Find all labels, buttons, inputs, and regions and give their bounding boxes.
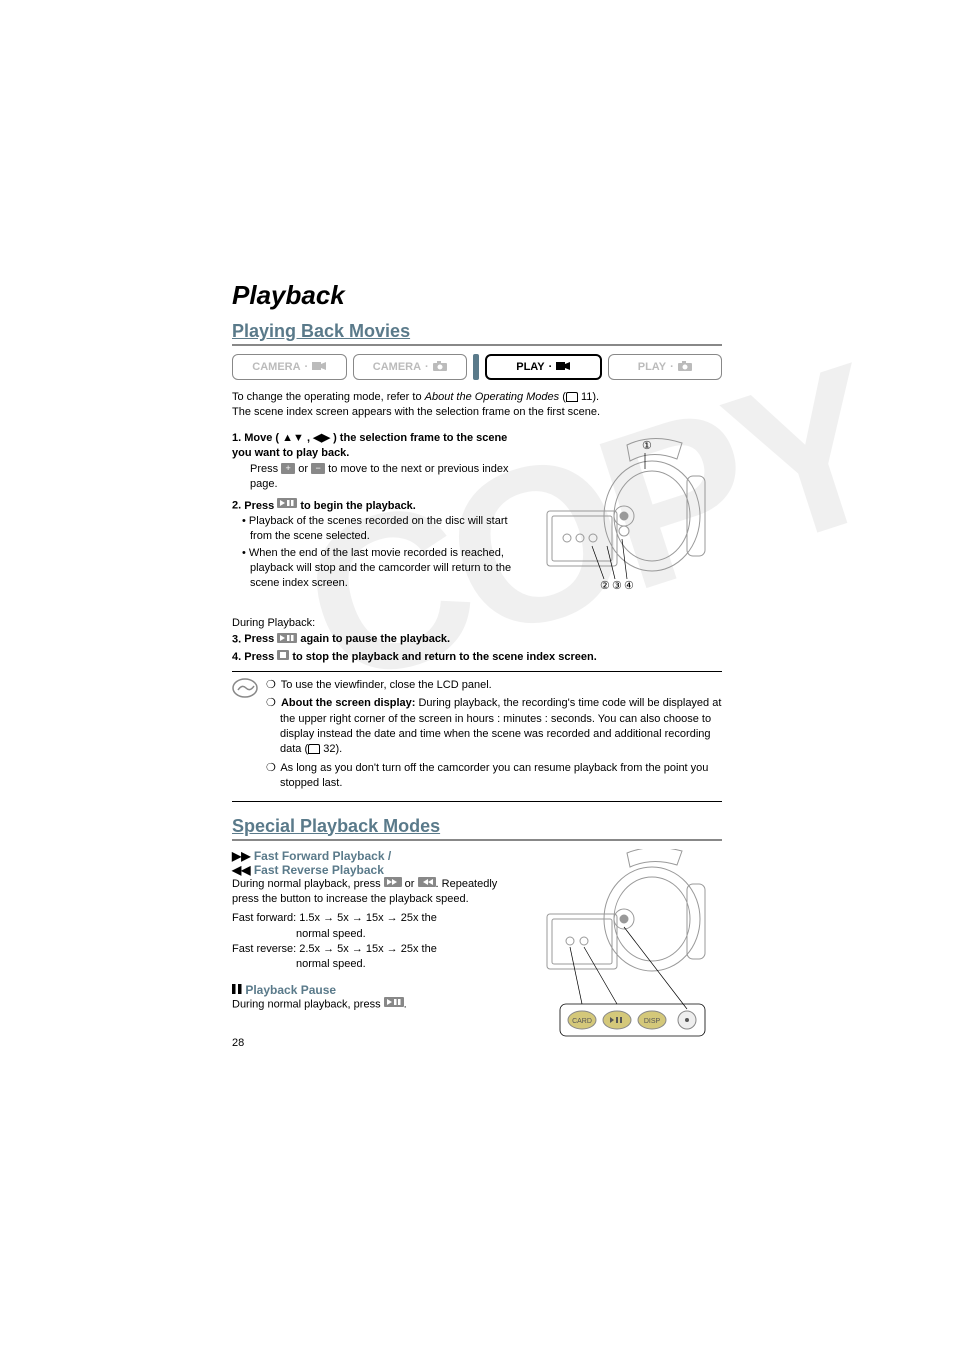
camcorder-illustration-1: ① ② ③ ④: [532, 431, 722, 611]
page-content: Playback Playing Back Movies CAMERA· CAM…: [232, 280, 722, 1049]
page-title: Playback: [232, 280, 722, 311]
section-heading-special: Special Playback Modes: [232, 816, 722, 841]
svg-text:④: ④: [624, 580, 634, 592]
camcorder-illustration-2: CARD DISP: [532, 849, 722, 1049]
mode-play-photo: PLAY·: [608, 354, 723, 380]
ff-heading: ▶▶ Fast Forward Playback /: [232, 849, 518, 863]
fr-button-icon: [418, 878, 436, 890]
mode-camera-photo: CAMERA·: [353, 354, 468, 380]
play-pause-icon: [384, 997, 404, 1012]
camera-icon: [678, 361, 692, 374]
svg-text:③: ③: [612, 580, 622, 592]
video-icon: [556, 361, 570, 374]
step-4: 4. Press to stop the playback and return…: [232, 650, 722, 663]
page-number: 28: [232, 1037, 244, 1049]
camera-icon: [433, 361, 447, 374]
illustration-2: CARD DISP: [532, 849, 722, 1049]
fr-heading: ◀◀ Fast Reverse Playback: [232, 863, 518, 877]
play-pause-icon: [277, 633, 297, 646]
svg-text:CARD: CARD: [572, 1018, 592, 1025]
notes-icon: [232, 678, 258, 795]
steps-and-illustration: 1. Move ( ▲▼ , ◀▶ ) the selection frame …: [232, 431, 722, 611]
svg-text:①: ①: [642, 440, 652, 452]
book-icon: [566, 392, 578, 402]
fr-speed: Fast reverse: 2.5x → 5x → 15x → 25x the: [232, 942, 518, 957]
pause-icon: [232, 983, 242, 997]
updown-icon: ▲▼: [282, 432, 304, 444]
svg-text:DISP: DISP: [644, 1018, 661, 1025]
ff-speed: Fast forward: 1.5x → 5x → 15x → 25x the: [232, 911, 518, 926]
note-2: ❍ About the screen display: During playb…: [266, 696, 722, 758]
mode-play-video: PLAY·: [485, 354, 602, 380]
special-and-illustration: ▶▶ Fast Forward Playback / ◀◀ Fast Rever…: [232, 849, 722, 1049]
svg-text:②: ②: [600, 580, 610, 592]
stop-icon: [277, 651, 289, 663]
fast-forward-icon: ▶▶: [232, 849, 250, 863]
pause-heading: Playback Pause: [232, 983, 518, 997]
note-3: ❍ As long as you don't turn off the camc…: [266, 761, 722, 792]
step-3: 3. Press again to pause the playback.: [232, 633, 722, 646]
ff-button-icon: [384, 878, 402, 890]
during-playback-label: During Playback:: [232, 617, 722, 629]
steps-column: 1. Move ( ▲▼ , ◀▶ ) the selection frame …: [232, 431, 518, 611]
leftright-icon: ◀▶: [313, 432, 330, 444]
note-1: ❍ To use the viewfinder, close the LCD p…: [266, 678, 722, 693]
mode-camera-video: CAMERA·: [232, 354, 347, 380]
notes-body: ❍ To use the viewfinder, close the LCD p…: [266, 678, 722, 795]
plus-icon: +: [281, 463, 295, 474]
intro-text: To change the operating mode, refer to A…: [232, 390, 722, 421]
pause-body: During normal playback, press .: [232, 997, 518, 1013]
book-icon: [308, 744, 320, 754]
section-heading-playing-back: Playing Back Movies: [232, 321, 722, 346]
fast-reverse-icon: ◀◀: [232, 863, 250, 877]
video-icon: [312, 361, 326, 374]
illustration-1: ① ② ③ ④: [532, 431, 722, 611]
special-column: ▶▶ Fast Forward Playback / ◀◀ Fast Rever…: [232, 849, 518, 1049]
active-mode-bar: [473, 354, 479, 380]
ff-fr-body: During normal playback, press or . Repea…: [232, 877, 518, 908]
notes-box: ❍ To use the viewfinder, close the LCD p…: [232, 671, 722, 802]
play-pause-icon: [277, 498, 297, 513]
mode-selector-row: CAMERA· CAMERA· PLAY· PLAY·: [232, 354, 722, 380]
minus-icon: −: [311, 463, 325, 474]
